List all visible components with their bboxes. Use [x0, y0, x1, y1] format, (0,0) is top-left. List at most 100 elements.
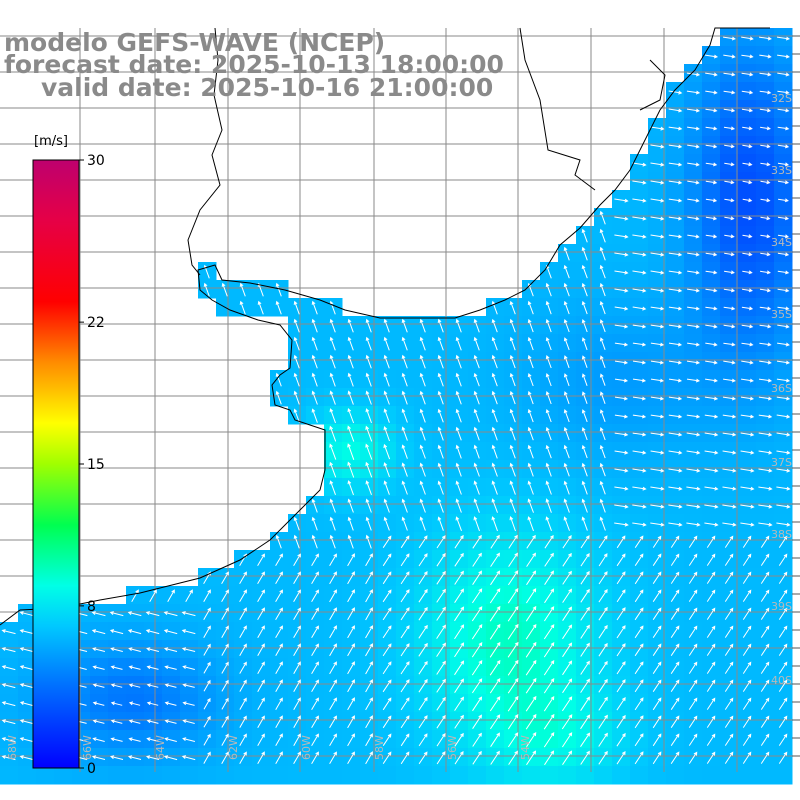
wind-arrow [275, 697, 283, 710]
wind-cell [162, 640, 181, 659]
wind-cell [738, 514, 757, 533]
wind-arrow [185, 589, 193, 603]
wind-arrow [632, 414, 647, 419]
wind-arrow [563, 444, 570, 459]
wind-cell [648, 190, 667, 209]
wind-arrow [163, 647, 178, 652]
wind-cell [684, 460, 703, 479]
wind-arrow [436, 535, 446, 549]
wind-arrow [722, 414, 737, 419]
wind-arrow [311, 733, 319, 747]
wind-arrow [293, 571, 301, 585]
wind-arrow [742, 252, 753, 257]
wind-arrow [401, 480, 408, 495]
wind-arrow [527, 426, 534, 441]
wind-arrow [329, 715, 337, 729]
wind-arrow [632, 342, 647, 347]
wind-arrow [670, 643, 680, 656]
wind-arrow [723, 126, 736, 131]
wind-arrow [203, 697, 211, 710]
wind-arrow [257, 589, 265, 603]
wind-cell [630, 208, 649, 227]
wind-arrow [347, 408, 355, 424]
wind-arrow [742, 234, 753, 239]
wind-arrow [365, 390, 372, 405]
wind-arrow [92, 719, 105, 724]
wind-cell [684, 370, 703, 389]
wind-arrow [778, 607, 788, 620]
wind-arrow [110, 719, 123, 724]
wind-arrow [182, 737, 196, 742]
wind-arrow [455, 354, 462, 369]
wind-arrow [329, 534, 336, 549]
wind-arrow [652, 715, 662, 729]
wind-arrow [545, 426, 552, 441]
wind-arrow [686, 450, 701, 455]
wind-arrow [418, 751, 428, 765]
wind-arrow [293, 354, 300, 369]
wind-cell [144, 730, 163, 749]
wind-cell [666, 226, 685, 245]
wind-arrow [616, 643, 626, 657]
wind-arrow [704, 468, 719, 473]
wind-cell [702, 190, 721, 209]
wind-arrow [580, 588, 590, 603]
wind-arrow [401, 408, 408, 423]
wind-arrow [91, 611, 106, 617]
wind-arrow [164, 683, 177, 688]
wind-arrow [401, 516, 408, 531]
wind-arrow [293, 534, 300, 549]
wind-arrow [581, 300, 588, 315]
wind-arrow [778, 751, 788, 764]
wind-arrow [181, 629, 196, 635]
wind-arrow [527, 390, 534, 405]
wind-cell [720, 496, 739, 515]
wind-cell [126, 748, 145, 767]
wind-cell [0, 676, 19, 695]
wind-arrow [221, 733, 229, 746]
wind-cell [612, 226, 631, 245]
wind-arrow [365, 571, 373, 585]
wind-arrow [650, 216, 665, 221]
wind-arrow [164, 737, 177, 742]
wind-arrow [128, 683, 141, 688]
wind-arrow [632, 378, 647, 383]
wind-cell [666, 172, 685, 191]
wind-cell [648, 226, 667, 245]
wind-cell [432, 766, 451, 785]
wind-arrow [705, 342, 718, 347]
wind-cell [144, 604, 163, 623]
wind-arrow [634, 553, 644, 566]
wind-cell [630, 154, 649, 173]
wind-arrow [508, 750, 518, 765]
wind-arrow [257, 733, 265, 746]
wind-arrow [599, 337, 606, 350]
wind-arrow [239, 571, 247, 585]
wind-cell [198, 766, 217, 785]
wind-arrow [110, 701, 123, 706]
wind-cell [666, 388, 685, 407]
wind-arrow [400, 571, 410, 585]
wind-arrow [776, 36, 791, 41]
wind-cell [774, 28, 793, 47]
wind-arrow [759, 360, 772, 365]
wind-arrow [614, 396, 629, 401]
wind-arrow [706, 715, 716, 728]
wind-arrow [777, 126, 790, 131]
wind-arrow [668, 378, 683, 383]
wind-arrow [311, 318, 318, 333]
wind-arrow [581, 444, 588, 459]
wind-arrow [652, 535, 662, 548]
wind-arrow [401, 390, 408, 405]
wind-arrow [634, 751, 644, 765]
wind-arrow [742, 751, 752, 764]
wind-cell [774, 442, 793, 461]
wind-cell [738, 190, 757, 209]
wind-arrow [454, 570, 464, 585]
wind-arrow [257, 661, 265, 674]
lat-lon-grid [0, 28, 800, 772]
wind-cell [648, 442, 667, 461]
wind-cell [126, 640, 145, 659]
wind-cell [630, 172, 649, 191]
